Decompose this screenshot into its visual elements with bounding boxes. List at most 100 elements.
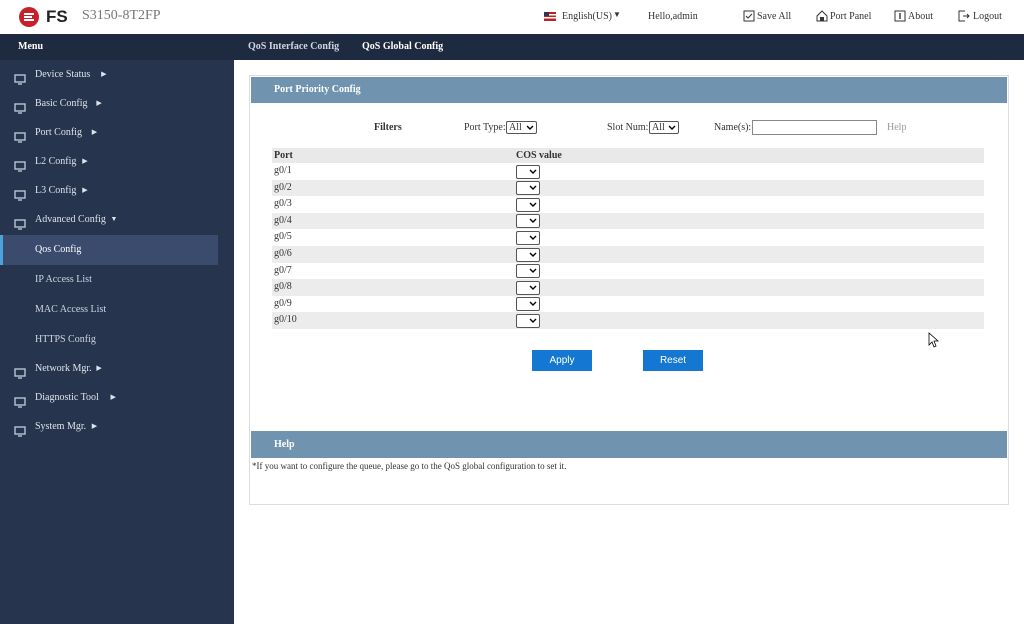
chevron: [529, 301, 537, 307]
table-row: g0/4: [272, 212, 984, 230]
dropdown-caret: ▼: [613, 10, 621, 19]
column-header: Port: [274, 150, 293, 161]
mouse-cursor: [928, 332, 940, 348]
table-row: g0/10: [272, 312, 984, 329]
cos-select[interactable]: [516, 264, 540, 279]
chevron: [529, 185, 537, 191]
sidebar-item[interactable]: L3 Config ▶: [0, 176, 218, 205]
port-name: g0/6: [274, 248, 292, 259]
sidebar-subitem[interactable]: IP Access List: [0, 265, 218, 295]
sidebar-subitem[interactable]: Qos Config: [0, 235, 218, 265]
apply-button[interactable]: Apply: [532, 350, 592, 371]
menu-label: Menu: [18, 41, 43, 52]
tab[interactable]: QoS Interface Config: [248, 41, 340, 52]
port-name: g0/5: [274, 231, 292, 243]
panel-header: Port Priority Config: [251, 77, 1007, 103]
port-name: g0/9: [274, 297, 292, 309]
cos-select[interactable]: [516, 164, 540, 179]
chevron: [668, 125, 676, 130]
column-header: COS value: [516, 150, 562, 161]
sidebar-label: L3 Config: [35, 185, 77, 196]
sidebar-item[interactable]: Network Mgr. ▶: [0, 354, 218, 383]
port-type-label: Port Type:: [464, 122, 506, 133]
sidebar-item[interactable]: Diagnostic Tool ▶: [0, 383, 218, 412]
port-name: g0/3: [274, 198, 292, 210]
help-link[interactable]: Help: [887, 122, 907, 133]
header-action[interactable]: Logout: [973, 11, 1002, 22]
table-row: g0/7: [272, 262, 984, 280]
cos-select[interactable]: [516, 214, 540, 229]
chevron: [529, 235, 537, 240]
sidebar-caret: ▶: [101, 70, 107, 78]
chevron: [529, 252, 537, 257]
icon: [14, 126, 26, 143]
reset-button[interactable]: Reset: [643, 350, 703, 371]
sidebar-caret: ▶: [91, 128, 98, 136]
cos-select[interactable]: [516, 197, 540, 212]
cos-select[interactable]: [516, 280, 540, 295]
sidebar-item[interactable]: L2 Config ▶: [0, 147, 218, 176]
cos-select[interactable]: [516, 297, 540, 312]
header-action[interactable]: Save All: [757, 11, 792, 22]
panel-title: Port Priority Config: [274, 84, 361, 95]
cos-select[interactable]: [516, 181, 540, 196]
sidebar-label: Port Config: [35, 127, 82, 138]
icon: [894, 10, 906, 22]
sidebar-caret: ▶: [82, 157, 88, 165]
cos-select[interactable]: [516, 247, 540, 262]
sidebar-caret: ▶: [110, 393, 116, 401]
sidebar-subitem[interactable]: HTTPS Config: [0, 325, 218, 355]
icon: [14, 68, 26, 85]
header: FS S3150-8T2FP English(US) ▼ Hello,admin…: [0, 0, 1024, 34]
table-header: Port COS value: [272, 148, 984, 163]
sidebar-sublabel: IP Access List: [35, 274, 92, 285]
chevron: [529, 318, 537, 323]
table-row: g0/1: [272, 163, 984, 180]
slot-num-select[interactable]: All: [649, 121, 679, 134]
port-name: g0/4: [274, 214, 292, 226]
table-row: g0/8: [272, 279, 984, 296]
table-row: g0/6: [272, 246, 984, 263]
header-action[interactable]: Port Panel: [830, 11, 872, 22]
table-row: g0/5: [272, 229, 984, 246]
chevron: [529, 285, 537, 290]
sidebar-caret: ▶: [96, 364, 102, 372]
sidebar-caret: ▶: [91, 422, 98, 430]
sidebar-item[interactable]: Advanced Config ▼: [0, 205, 218, 234]
sidebar-sublabel: Qos Config: [35, 244, 82, 255]
sidebar-sublabel: HTTPS Config: [35, 334, 96, 345]
names-input[interactable]: [752, 120, 877, 135]
language[interactable]: English(US): [562, 11, 612, 22]
sidebar-subitem[interactable]: MAC Access List: [0, 295, 218, 325]
sidebar-label: Basic Config: [35, 98, 88, 109]
icon: [14, 184, 26, 201]
port-name: g0/10: [274, 314, 297, 326]
port-type-select[interactable]: All: [506, 121, 537, 134]
cos-select[interactable]: [516, 313, 540, 328]
sidebar-item[interactable]: System Mgr. ▶: [0, 412, 218, 441]
icon: [958, 10, 970, 22]
logo-icon: [19, 7, 39, 27]
sidebar-label: Device Status: [35, 69, 91, 80]
chevron: [529, 202, 537, 207]
chevron: [529, 169, 537, 174]
port-name: g0/2: [274, 181, 292, 193]
icon: [14, 155, 26, 172]
tab-active[interactable]: QoS Global Config: [362, 41, 444, 52]
cos-select[interactable]: [516, 230, 540, 245]
sidebar-label: L2 Config: [35, 156, 77, 167]
sidebar-item[interactable]: Port Config ▶: [0, 118, 218, 147]
sidebar-label: Diagnostic Tool: [35, 392, 99, 403]
sidebar-item[interactable]: Device Status ▶: [0, 60, 218, 89]
model: S3150-8T2FP: [82, 8, 161, 23]
greeting: Hello,admin: [648, 11, 698, 22]
help-title: Help: [274, 439, 295, 450]
slot-num-value: All: [652, 122, 665, 133]
sidebar-label: Network Mgr.: [35, 363, 92, 374]
port-name: g0/1: [274, 165, 292, 176]
sidebar-label: Advanced Config: [35, 214, 106, 225]
header-action[interactable]: About: [908, 11, 933, 22]
sidebar: Device Status ▶ Basic Config ▶ Port Config ▶ L…: [0, 60, 234, 624]
sidebar-item[interactable]: Basic Config ▶: [0, 89, 218, 118]
